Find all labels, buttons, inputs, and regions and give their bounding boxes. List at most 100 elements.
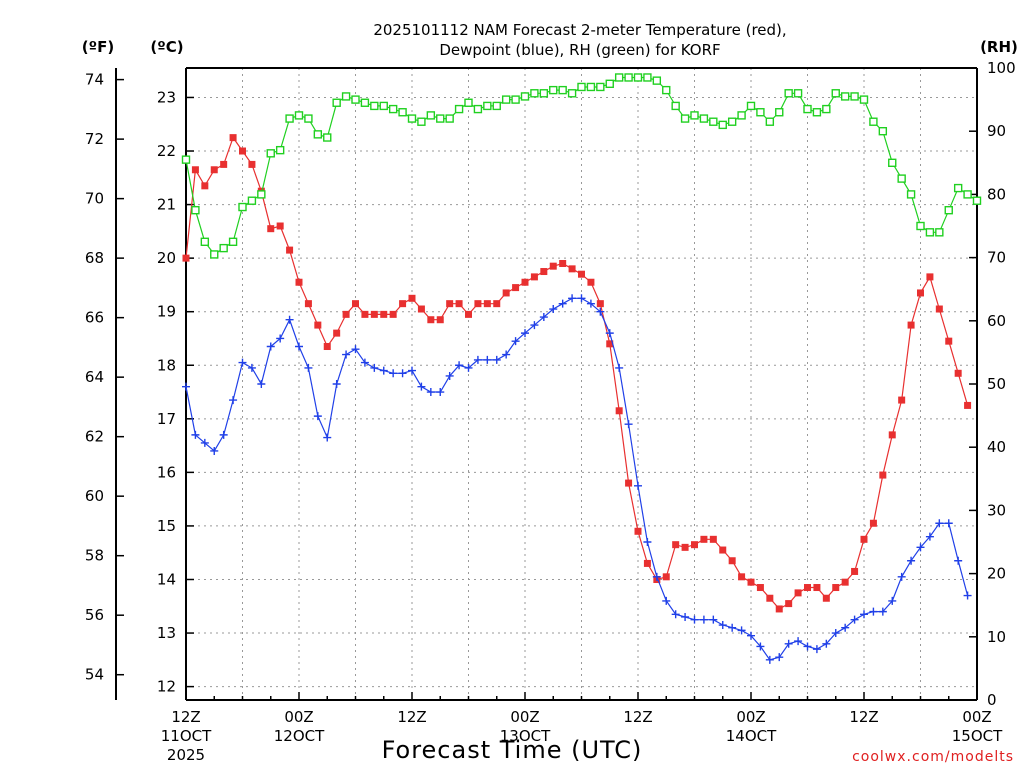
time-tick-label: 00Z [510, 708, 539, 726]
rh-point [417, 117, 426, 126]
dewpoint-point [869, 607, 878, 616]
temperature-point [465, 310, 472, 318]
temperature-point [201, 182, 209, 190]
temperature-point [191, 166, 199, 174]
celsius-tick-label: 23 [157, 88, 176, 106]
rh-point [539, 89, 549, 98]
dewpoint-point [850, 615, 859, 624]
unit-label-fahrenheit: (ºF) [82, 38, 114, 56]
temperature-point [446, 300, 454, 308]
rh-tick-label: 100 [987, 59, 1016, 77]
dewpoint-point [963, 591, 972, 600]
dewpoint-point [916, 543, 925, 552]
temperature-point [483, 300, 491, 308]
dewpoint-point [445, 371, 454, 380]
rh-point [718, 120, 727, 130]
temperature-point [417, 305, 425, 313]
temperature-point [399, 300, 407, 308]
rh-tick-label: 50 [987, 375, 1006, 393]
rh-point [341, 92, 351, 101]
fahrenheit-tick-label: 72 [85, 130, 104, 148]
temperature-point [389, 310, 397, 318]
dewpoint-point [586, 299, 595, 308]
time-tick-label: 00Z [962, 708, 991, 726]
celsius-tick-label: 15 [157, 517, 176, 535]
temperature-point [851, 567, 859, 575]
rh-point [869, 117, 878, 126]
rh-point [831, 89, 840, 98]
temperature-point [361, 310, 369, 318]
temperature-point [813, 584, 821, 592]
temperature-point [860, 535, 868, 543]
rh-axis-ticks: 0 10 20 30 40 50 60 70 80 90 100 [969, 59, 1016, 709]
temperature-point [370, 310, 378, 318]
dewpoint-point [276, 334, 285, 343]
temperature-point [634, 527, 642, 535]
rh-point [803, 104, 812, 114]
dewpoint-point [408, 366, 416, 375]
temperature-point [493, 300, 501, 308]
rh-point [511, 95, 520, 104]
dewpoint-point [577, 294, 586, 303]
rh-point [247, 196, 257, 205]
dewpoint-point [794, 637, 803, 646]
celsius-tick-label: 14 [157, 570, 176, 588]
dewpoint-point [784, 639, 793, 648]
temperature-point [502, 289, 510, 297]
temperature-point [615, 407, 623, 415]
dewpoint-point [812, 645, 821, 654]
temperature-point [691, 541, 698, 549]
temperature-point [700, 535, 708, 543]
rh-point [793, 89, 803, 98]
rh-point [200, 237, 210, 247]
temperature-point [954, 369, 962, 377]
fahrenheit-tick-label: 58 [85, 547, 104, 565]
temperature-point [709, 535, 717, 543]
rh-point [614, 73, 624, 82]
temperature-point [512, 284, 520, 292]
dewpoint-point [643, 538, 652, 546]
temperature-point [766, 594, 774, 602]
rh-point [633, 73, 643, 82]
temperature-point [804, 584, 811, 592]
temperature-point [662, 573, 670, 581]
series-layer [181, 73, 982, 664]
dewpoint-point [332, 380, 341, 388]
rh-point [680, 114, 690, 123]
dewpoint-point [615, 363, 624, 372]
temperature-point [917, 289, 924, 297]
dewpoint-point [247, 363, 256, 372]
temperature-point [342, 310, 350, 318]
rh-point [850, 92, 859, 101]
time-tick-label: 00Z [284, 708, 313, 726]
dewpoint-point [888, 596, 897, 605]
unit-label-rh: (RH) [980, 38, 1018, 56]
rh-point [520, 92, 530, 101]
rh-point [191, 205, 200, 215]
fahrenheit-tick-label: 60 [85, 487, 104, 505]
rh-point [577, 82, 586, 92]
fahrenheit-tick-label: 54 [85, 666, 104, 684]
grid-lines [186, 68, 977, 700]
dewpoint-point [257, 380, 266, 388]
temperature-point [794, 589, 802, 597]
dewpoint-point [699, 615, 708, 624]
dewpoint-point [803, 642, 812, 651]
temperature-point [286, 246, 294, 254]
temperature-point [521, 278, 529, 286]
dewpoint-point [398, 369, 407, 378]
temperature-point [352, 300, 359, 308]
temperature-point [587, 278, 595, 286]
temperature-point [474, 300, 482, 308]
rh-point [445, 114, 454, 123]
dewpoint-point [182, 382, 190, 391]
temperature-series-line [185, 136, 969, 610]
dewpoint-point [765, 655, 774, 664]
celsius-tick-label: 12 [157, 678, 176, 696]
rh-point [972, 196, 982, 205]
temperature-point [549, 262, 557, 270]
dewpoint-point [304, 363, 313, 372]
dewpoint-point [436, 388, 445, 397]
rh-point [878, 126, 888, 136]
celsius-tick-label: 22 [157, 142, 176, 160]
